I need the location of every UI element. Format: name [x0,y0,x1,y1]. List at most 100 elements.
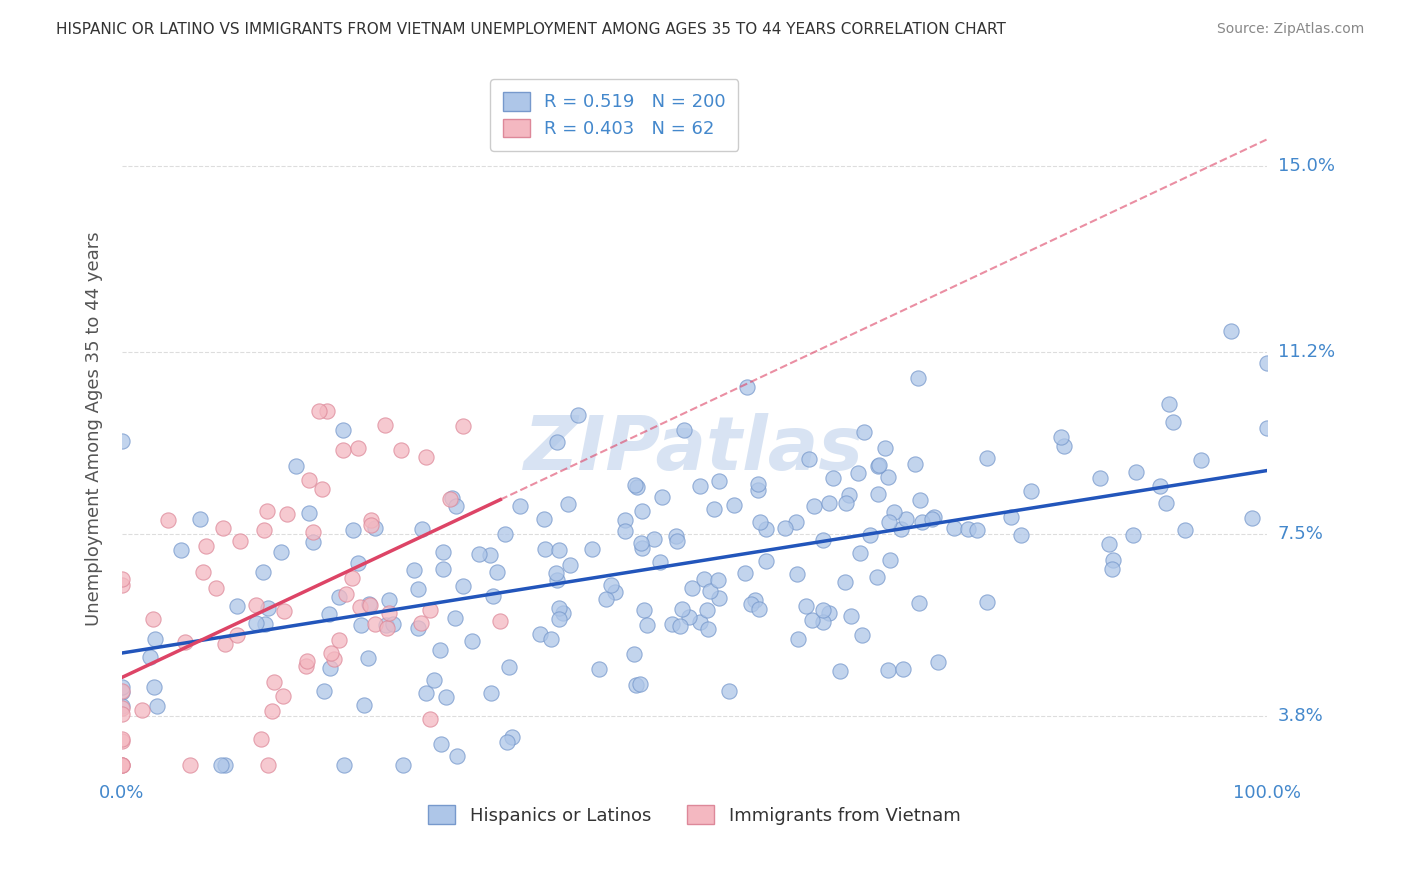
Point [540,632,562,646]
Point [828,665,851,679]
Point [661,617,683,632]
Point [441,491,464,505]
Point [302,535,325,549]
Point [1161,415,1184,429]
Point [347,441,370,455]
Point [546,434,568,449]
Point [671,602,693,616]
Point [350,617,373,632]
Point [311,482,333,496]
Point [188,512,211,526]
Point [1125,466,1147,480]
Point [323,652,346,666]
Point [957,522,980,536]
Point [748,515,770,529]
Point [298,507,321,521]
Point [648,555,671,569]
Point [851,628,873,642]
Point [943,521,966,535]
Point [111,578,134,592]
Point [838,487,860,501]
Point [111,680,134,694]
Point [250,731,273,746]
Point [735,380,758,394]
Point [696,603,718,617]
Point [630,541,652,555]
Point [669,619,692,633]
Point [581,541,603,556]
Point [1050,430,1073,444]
Point [689,615,711,629]
Point [1256,356,1278,370]
Point [315,404,337,418]
Point [271,690,294,704]
Point [451,419,474,434]
Point [389,443,412,458]
Point [377,621,399,635]
Point [328,632,350,647]
Point [879,553,901,567]
Point [546,573,568,587]
Point [318,607,340,621]
Point [678,610,700,624]
Point [908,596,931,610]
Point [111,434,134,449]
Point [811,615,834,630]
Point [1219,324,1241,338]
Point [468,547,491,561]
Point [811,533,834,547]
Point [976,450,998,465]
Point [142,612,165,626]
Point [191,566,214,580]
Point [786,566,808,581]
Point [693,572,716,586]
Point [723,499,745,513]
Point [633,603,655,617]
Point [496,735,519,749]
Point [308,404,330,418]
Point [444,500,467,514]
Point [111,757,134,772]
Point [432,544,454,558]
Text: 15.0%: 15.0% [1278,157,1334,175]
Point [360,512,382,526]
Point [848,546,870,560]
Point [666,533,689,548]
Point [408,621,430,635]
Point [1000,509,1022,524]
Point [143,680,166,694]
Point [613,524,636,539]
Point [139,649,162,664]
Point [557,497,579,511]
Point [873,442,896,456]
Point [623,647,645,661]
Point [740,597,762,611]
Point [295,658,318,673]
Point [533,512,555,526]
Point [904,457,927,471]
Point [697,622,720,636]
Point [818,496,841,510]
Point [835,496,858,510]
Point [170,542,193,557]
Point [375,617,398,632]
Point [377,592,399,607]
Point [378,606,401,620]
Point [628,677,651,691]
Point [415,450,437,464]
Point [548,543,571,558]
Point [891,663,914,677]
Point [479,686,502,700]
Point [1256,420,1278,434]
Point [245,616,267,631]
Point [252,566,274,580]
Point [194,539,217,553]
Point [357,597,380,611]
Point [342,523,364,537]
Point [404,563,426,577]
Point [803,499,825,513]
Point [429,643,451,657]
Point [560,558,582,573]
Point [631,504,654,518]
Point [588,662,610,676]
